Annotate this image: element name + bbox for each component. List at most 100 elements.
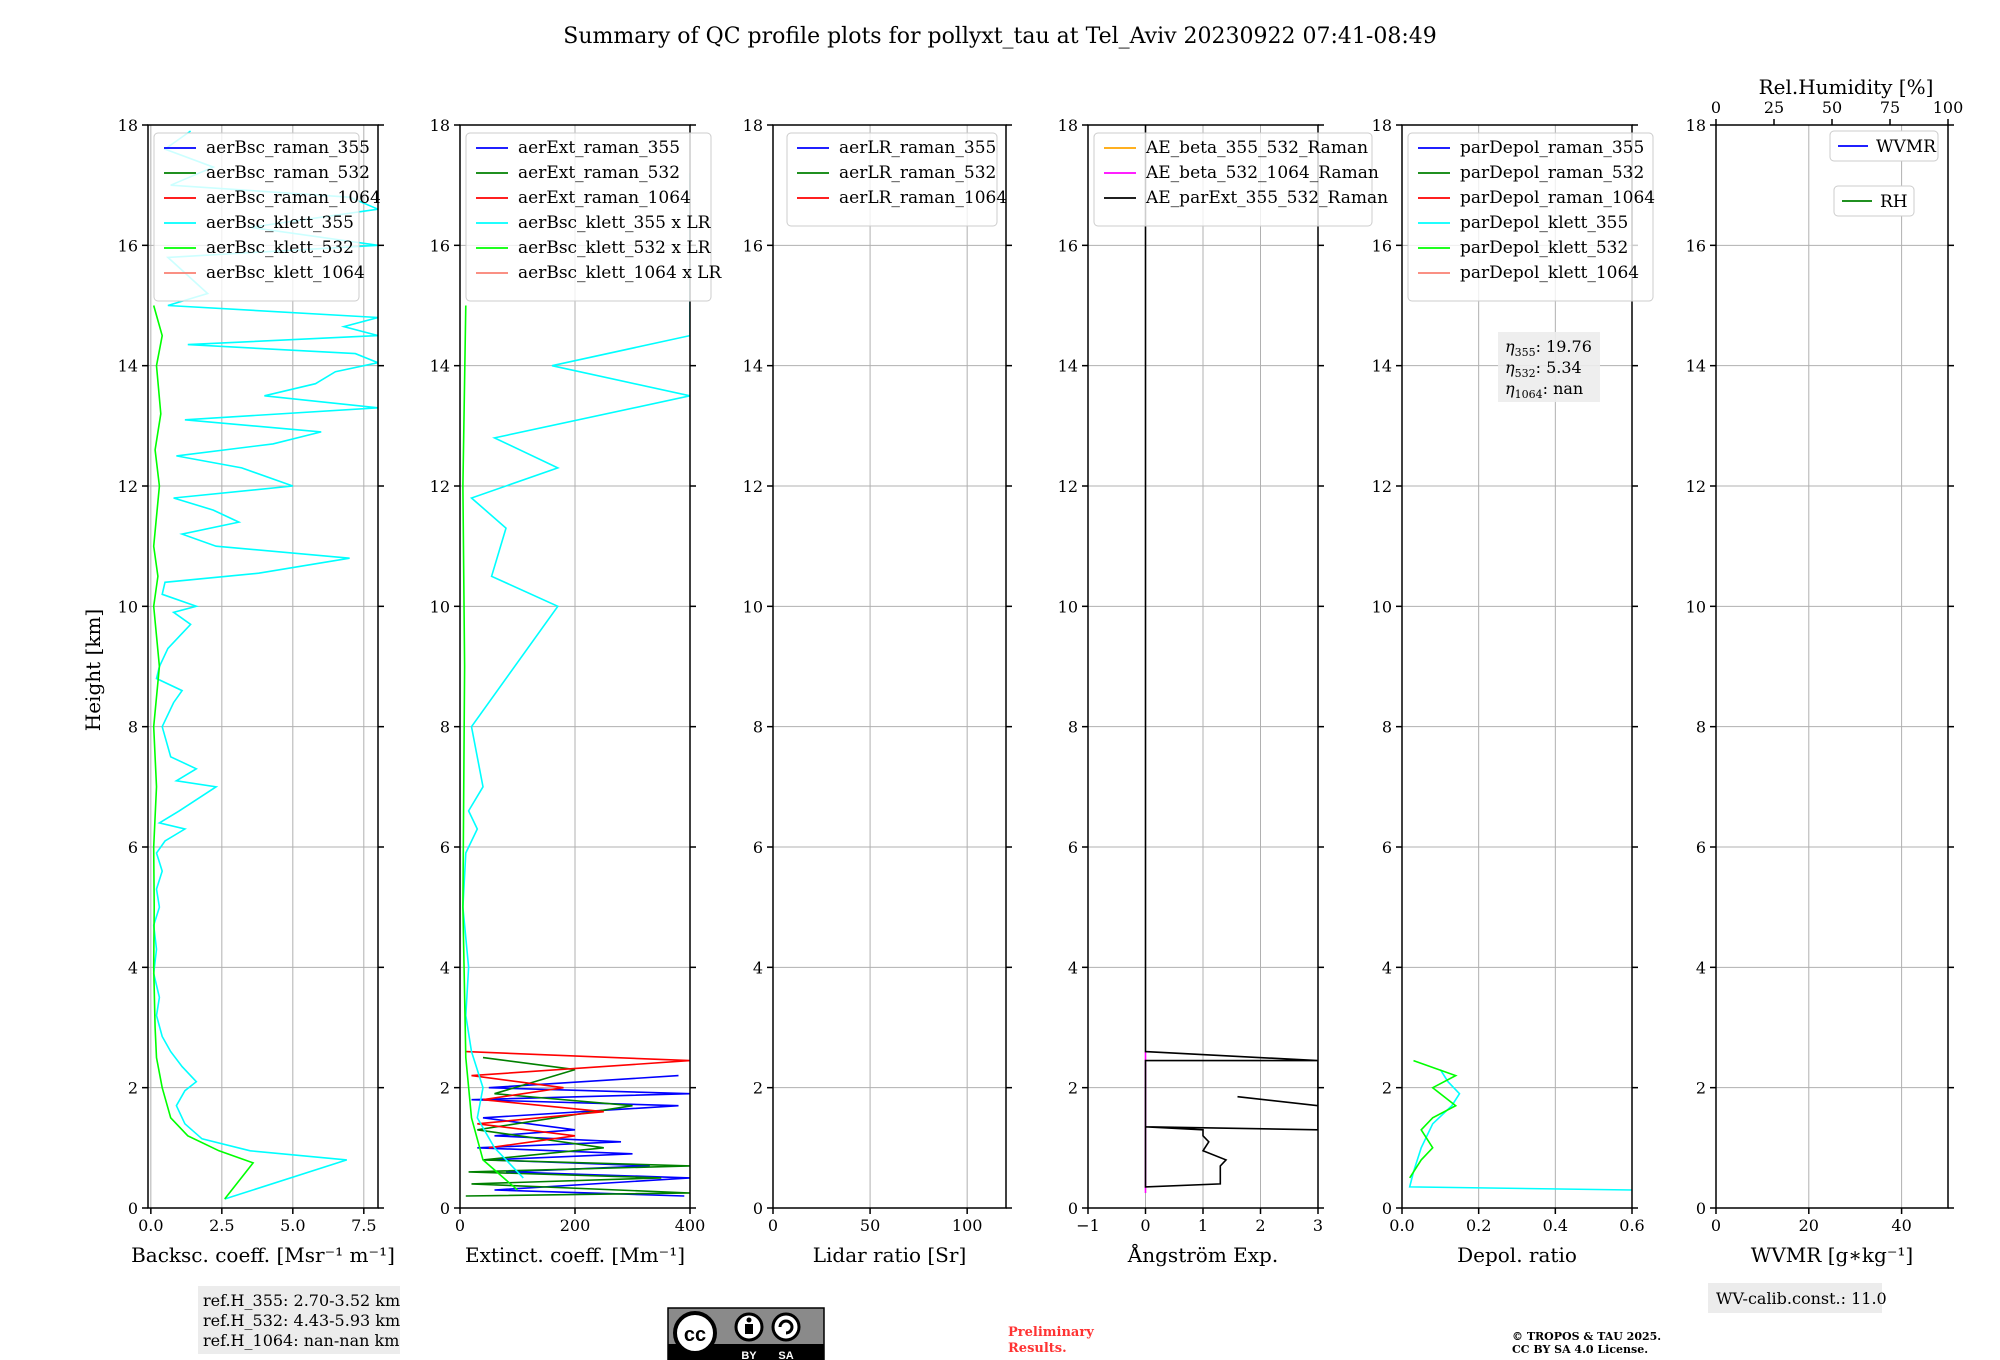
y-tick-label: 10 [1058, 597, 1078, 616]
y-tick-label: 2 [128, 1079, 138, 1098]
axes-frame [1401, 124, 1633, 1209]
x-axis-label: Backsc. coeff. [Msr⁻¹ m⁻¹] [131, 1243, 395, 1267]
x-tick-label: 0.2 [1466, 1216, 1491, 1235]
axes-frame [1715, 124, 1949, 1209]
y-tick-label: 6 [1696, 838, 1706, 857]
legend-entry: aerBsc_klett_1064 x LR [518, 263, 722, 283]
legend: AE_beta_355_532_Raman AE_beta_532_1064_Ra… [1093, 132, 1388, 227]
legend-entry: aerBsc_raman_532 [206, 163, 370, 183]
panel-3: 0 2 4 6 8 10 12 14 16 18 0 50 100 Lidar ratio [Sr] aer… [743, 116, 1012, 1267]
y-tick-label: 14 [1686, 357, 1706, 376]
wv-calib-text: WV-calib.const.: 11.0 [1716, 1289, 1887, 1308]
top-x-tick-label: 0 [1711, 98, 1721, 117]
eta-symbol: η [1505, 379, 1515, 398]
legend-entry: parDepol_klett_355 [1460, 213, 1628, 233]
y-tick-label: 12 [1686, 477, 1706, 496]
y-tick-label: 18 [1372, 116, 1392, 135]
copyright-line1: © TROPOS & TAU 2025. [1512, 1330, 1661, 1343]
legend-entry: parDepol_klett_532 [1460, 238, 1628, 258]
panel-1: 0 2 4 6 8 10 12 14 16 18 0.0 2.5 5.0 7.5 Backsc. coeff… [118, 116, 400, 1354]
y-tick-label: 12 [743, 477, 763, 496]
y-tick-label: 12 [1058, 477, 1078, 496]
axes-frame [147, 124, 379, 1209]
y-tick-label: 18 [118, 116, 138, 135]
y-tick-label: 8 [753, 718, 763, 737]
x-tick-label: 2.5 [209, 1216, 234, 1235]
legend-entry: aerBsc_klett_355 [206, 213, 354, 233]
legend-entry: AE_parExt_355_532_Raman [1145, 188, 1388, 208]
y-tick-label: 18 [1058, 116, 1078, 135]
y-tick-label: 14 [118, 357, 138, 376]
eta-value: : 5.34 [1536, 358, 1582, 377]
preliminary-note-line2: Results. [1008, 1341, 1067, 1356]
annotation-bg [1708, 1283, 1882, 1313]
y-tick-label: 16 [118, 236, 138, 255]
y-tick-label: 4 [1696, 958, 1706, 977]
x-tick-label: 0.0 [138, 1216, 163, 1235]
series-group [152, 130, 378, 1200]
series-group [1144, 125, 1318, 1193]
eta-symbol: η [1505, 337, 1515, 356]
series-line-cyan [462, 173, 690, 1179]
series-group [1408, 1059, 1632, 1191]
x-tick-label: 200 [560, 1216, 591, 1235]
y-tick-label: 6 [753, 838, 763, 857]
y-tick-label: 2 [1382, 1079, 1392, 1098]
x-tick-label: 0.0 [1389, 1216, 1414, 1235]
legend-rh: RH [1833, 185, 1915, 217]
y-tick-label: 2 [440, 1079, 450, 1098]
series-line-lime [462, 305, 519, 1191]
y-axis-label: Height [km] [81, 609, 105, 731]
series-line-lime [1409, 1059, 1458, 1179]
legend-box [786, 132, 998, 227]
y-tick-label: 8 [440, 718, 450, 737]
legend-box [1829, 130, 1939, 162]
legend-entry: aerLR_raman_1064 [839, 188, 1007, 208]
legend-entry: parDepol_raman_355 [1460, 138, 1644, 158]
annotation-bg [1498, 332, 1600, 402]
legend-entry: aerBsc_klett_532 x LR [518, 238, 712, 258]
y-tick-label: 18 [1686, 116, 1706, 135]
annotation-bg [198, 1286, 400, 1354]
figure-title: Summary of QC profile plots for pollyxt_… [563, 24, 1436, 49]
series-line-lime [152, 305, 255, 1200]
x-axis-label: Extinct. coeff. [Mm⁻¹] [465, 1243, 685, 1267]
y-tick-label: 4 [128, 958, 138, 977]
y-tick-label: 0 [128, 1199, 138, 1218]
legend-entry: aerBsc_klett_355 x LR [518, 213, 712, 233]
legend: aerLR_raman_355 aerLR_raman_532 aerLR_rama… [786, 132, 1007, 227]
top-x-tick-label: 100 [1933, 98, 1964, 117]
y-tick-label: 8 [128, 718, 138, 737]
cc-by-label: BY [741, 1350, 757, 1360]
x-axis-label: Depol. ratio [1457, 1243, 1577, 1267]
cc-license-badge: cc BY SA [667, 1307, 825, 1360]
y-tick-label: 16 [1686, 236, 1706, 255]
y-tick-label: 8 [1382, 718, 1392, 737]
preliminary-note-line1: Preliminary [1008, 1325, 1094, 1340]
y-tick-label: 14 [1372, 357, 1392, 376]
y-tick-label: 14 [1058, 357, 1078, 376]
eta-subscript: 1064 [1515, 388, 1543, 401]
y-tick-label: 14 [743, 357, 763, 376]
legend-entry: aerBsc_raman_355 [206, 138, 370, 158]
y-tick-label: 10 [743, 597, 763, 616]
x-tick-label: 0 [768, 1216, 778, 1235]
y-tick-label: 0 [1068, 1199, 1078, 1218]
legend-entry: parDepol_raman_532 [1460, 163, 1644, 183]
legend-box [465, 132, 712, 302]
ref-height-line: ref.H_532: 4.43-5.93 km [203, 1311, 400, 1330]
x-axis-unit: [g∗kg⁻¹] [1821, 1243, 1913, 1267]
x-tick-label: 0.6 [1619, 1216, 1644, 1235]
eta-line: η355: 19.76 [1505, 337, 1592, 359]
x-tick-label: 100 [952, 1216, 983, 1235]
y-tick-label: 18 [430, 116, 450, 135]
series-line-red [465, 1050, 690, 1149]
x-tick-label: 5.0 [280, 1216, 305, 1235]
legend-entry: aerExt_raman_355 [518, 138, 680, 158]
x-tick-label: 1 [1198, 1216, 1208, 1235]
legend-entry: aerLR_raman_532 [839, 163, 996, 183]
eta-value: : nan [1543, 379, 1584, 398]
